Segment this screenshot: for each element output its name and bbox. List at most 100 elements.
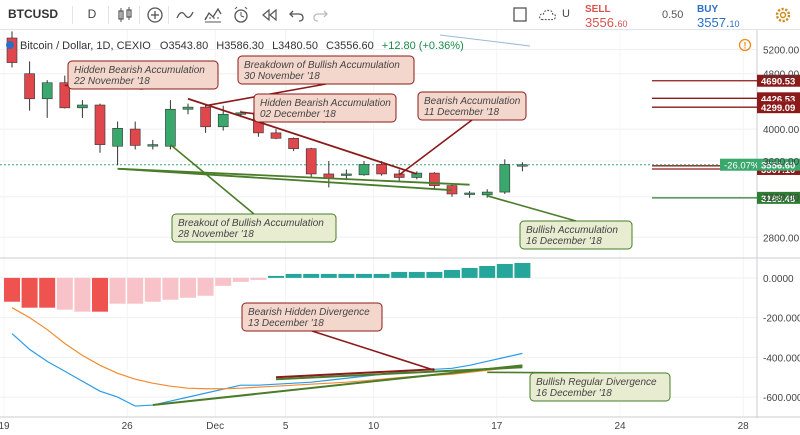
candle-body <box>41 82 53 100</box>
annotation-text: Bullish Accumulation <box>526 225 618 236</box>
candle-body <box>77 104 88 109</box>
add-indicator-icon[interactable] <box>145 5 165 25</box>
histogram-bar <box>268 275 284 278</box>
annotation-text: 11 December '18 <box>424 107 500 118</box>
annotation-box[interactable] <box>529 372 671 402</box>
oscillator-tick-label: 0.0000 <box>763 274 794 285</box>
layout-square-icon[interactable] <box>510 5 530 25</box>
oscillator-histogram <box>4 262 531 312</box>
annotation-box[interactable] <box>417 91 527 121</box>
histogram-bar <box>180 277 196 298</box>
legend-close: C3556.60 <box>326 40 374 52</box>
buy-button[interactable]: BUY 3557.10 <box>697 2 769 30</box>
histogram-bar <box>426 271 443 278</box>
level-price-tag <box>757 101 800 114</box>
candle-body <box>481 191 493 196</box>
histogram-bar <box>21 277 38 308</box>
candle-body <box>376 164 387 175</box>
trendline[interactable] <box>117 167 453 192</box>
annotation-text: 13 December '18 <box>248 318 324 329</box>
current-price-tag <box>757 158 800 171</box>
toolbar-divider <box>72 6 73 24</box>
histogram-bar <box>4 277 20 302</box>
annotation-pointer <box>398 119 473 176</box>
oscillator-tick-label: -400.0000 <box>763 353 800 364</box>
annotation-text: 30 November '18 <box>244 71 320 82</box>
annotation-box[interactable] <box>253 93 397 123</box>
candle-body <box>517 164 528 167</box>
candle-body <box>217 113 229 128</box>
annotation-box[interactable] <box>237 55 415 85</box>
candle-body <box>147 144 159 147</box>
oscillator-line <box>11 333 523 407</box>
candles <box>6 31 528 198</box>
toolbar-divider <box>168 6 169 24</box>
level-price-tag <box>757 191 800 204</box>
annotation-text: Bearish Accumulation <box>424 96 521 107</box>
trendline[interactable] <box>117 167 470 186</box>
time-tick-label: 5 <box>283 421 289 432</box>
redo-icon[interactable] <box>310 5 330 25</box>
divergence-trendline[interactable] <box>275 368 435 379</box>
symbol-dot-icon <box>6 41 14 49</box>
histogram-bar <box>56 277 73 310</box>
divergence-trendline[interactable] <box>152 364 523 407</box>
histogram-bar <box>285 273 302 278</box>
oscillator-trendlines <box>152 364 523 407</box>
candle-body <box>24 73 35 100</box>
legend-change: +12.80 (+0.36%) <box>382 40 464 52</box>
histogram-bar <box>144 277 161 302</box>
time-tick-label: 19 <box>0 421 10 432</box>
level-price-label: 4690.53 <box>761 77 795 88</box>
annotation-box[interactable] <box>67 60 219 90</box>
histogram-bar <box>250 277 267 280</box>
replay-icon[interactable] <box>260 5 280 25</box>
settings-gear-icon[interactable] <box>773 5 793 25</box>
annotation-text: 16 December '18 <box>536 388 612 399</box>
interval-button[interactable]: D <box>87 7 97 21</box>
cloud-icon[interactable] <box>538 5 558 25</box>
histogram-bar <box>514 262 531 278</box>
candle-body <box>94 104 106 145</box>
alert-clock-icon[interactable] <box>231 5 251 25</box>
legend-high: H3586.30 <box>216 40 264 52</box>
toolbar-divider <box>139 6 140 24</box>
u-label[interactable]: U <box>562 8 570 20</box>
trendline[interactable] <box>187 97 418 175</box>
annotation-box[interactable] <box>171 213 337 243</box>
price-tick-label: 2800.00 <box>763 233 800 244</box>
templates-icon[interactable] <box>203 5 223 25</box>
time-tick-label: 17 <box>491 421 503 432</box>
chart-area[interactable]: 4690.534426.534299.093543.513507.103188.… <box>0 30 800 435</box>
undo-icon[interactable] <box>287 5 307 25</box>
histogram-bar <box>232 277 249 282</box>
time-axis: 19 26 Dec 5 10 17 24 28 <box>0 421 749 432</box>
warning-icon[interactable]: ! <box>738 38 752 52</box>
candle-body <box>270 132 282 139</box>
candle-body <box>165 108 176 147</box>
candle-body <box>499 164 511 193</box>
level-price-label: 4426.53 <box>761 94 795 105</box>
candle-body <box>182 106 194 110</box>
buy-label: BUY <box>697 4 719 15</box>
annotation-box[interactable] <box>241 302 383 332</box>
candle-body <box>305 148 317 175</box>
oscillator-tick-label: -600.0000 <box>763 393 800 404</box>
time-tick-label: 28 <box>738 421 750 432</box>
symbol-label[interactable]: BTCUSD <box>8 7 58 21</box>
candles-icon[interactable] <box>115 5 135 25</box>
annotation-text: 22 November '18 <box>73 76 150 87</box>
price-axis: 2800.00 3200.00 3600.00 4000.00 4800.00 5200.… <box>763 45 800 244</box>
indicators-wave-icon[interactable] <box>175 5 195 25</box>
histogram-bar <box>496 263 513 278</box>
oscillator-tick-label: -200.0000 <box>763 314 800 325</box>
annotation-box[interactable] <box>519 220 633 250</box>
spread-value: 0.50 <box>662 9 684 21</box>
histogram-bar <box>197 277 214 296</box>
divergence-trendline[interactable] <box>275 366 523 381</box>
time-tick-label: 24 <box>614 421 626 432</box>
sell-button[interactable]: SELL 3556.60 <box>585 2 657 30</box>
histogram-bar <box>461 267 478 278</box>
level-price-label: 4299.09 <box>761 103 795 114</box>
